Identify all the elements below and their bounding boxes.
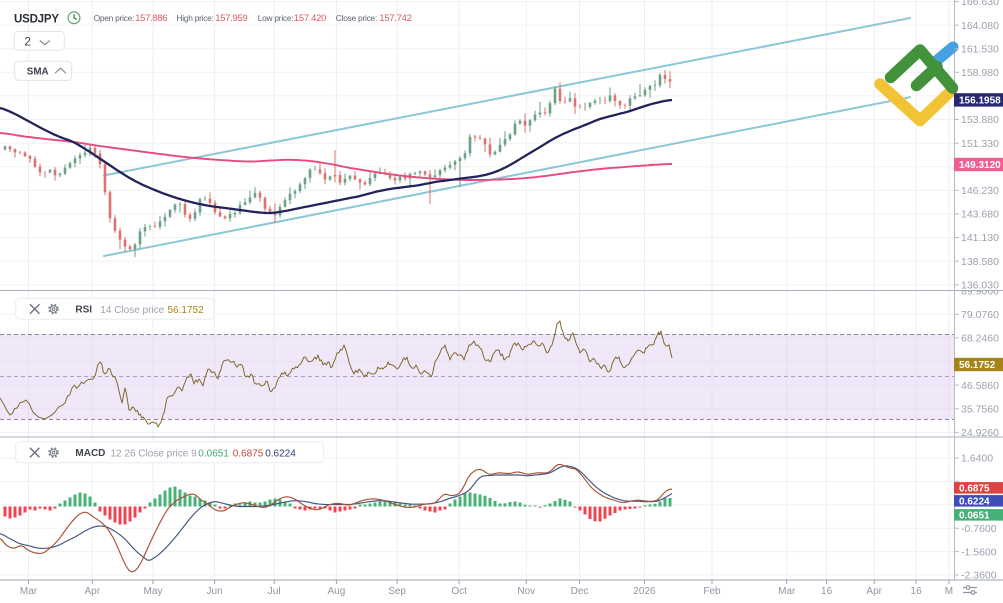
svg-text:Feb: Feb: [703, 586, 721, 597]
svg-text:16: 16: [821, 586, 833, 597]
svg-text:Sep: Sep: [388, 586, 406, 597]
svg-text:157.742: 157.742: [379, 12, 411, 23]
svg-text:Aug: Aug: [328, 586, 346, 597]
svg-text:High price:: High price:: [176, 13, 213, 23]
svg-text:79.0760: 79.0760: [961, 309, 999, 321]
svg-text:Mar: Mar: [20, 586, 38, 597]
svg-text:-2.3600: -2.3600: [961, 570, 997, 582]
svg-text:Nov: Nov: [517, 586, 535, 597]
svg-text:157.886: 157.886: [135, 12, 167, 23]
svg-text:RSI: RSI: [75, 305, 92, 316]
svg-text:Close price:: Close price:: [336, 13, 377, 23]
svg-text:Jun: Jun: [207, 586, 223, 597]
svg-text:2: 2: [24, 34, 31, 48]
svg-text:143.680: 143.680: [961, 209, 999, 221]
svg-text:-0.7600: -0.7600: [961, 523, 997, 535]
svg-text:Low price:: Low price:: [258, 13, 294, 23]
svg-text:46.5860: 46.5860: [961, 380, 999, 392]
svg-text:Mar: Mar: [778, 586, 796, 597]
svg-text:164.080: 164.080: [961, 20, 999, 32]
svg-text:14 Close price: 14 Close price: [100, 305, 164, 316]
svg-text:149.3120: 149.3120: [959, 160, 1001, 171]
svg-text:2026: 2026: [633, 586, 656, 597]
svg-text:138.580: 138.580: [961, 256, 999, 268]
svg-text:-1.5600: -1.5600: [961, 546, 997, 558]
svg-text:141.130: 141.130: [961, 232, 999, 244]
svg-text:89.9060: 89.9060: [961, 285, 999, 297]
svg-text:166.630: 166.630: [961, 0, 999, 8]
svg-text:35.7560: 35.7560: [961, 403, 999, 415]
svg-text:Oct: Oct: [451, 586, 467, 597]
svg-text:153.880: 153.880: [961, 114, 999, 126]
svg-text:0.6875: 0.6875: [233, 448, 264, 459]
svg-text:157.420: 157.420: [294, 12, 326, 23]
svg-text:136.030: 136.030: [961, 279, 999, 291]
svg-text:0.0651: 0.0651: [959, 511, 990, 522]
svg-text:156.1958: 156.1958: [959, 96, 1001, 107]
svg-text:151.330: 151.330: [961, 138, 999, 150]
svg-text:USDJPY: USDJPY: [14, 13, 59, 25]
svg-text:SMA: SMA: [27, 67, 49, 78]
svg-text:12 26 Close price 9: 12 26 Close price 9: [111, 448, 198, 459]
svg-text:16: 16: [911, 586, 923, 597]
svg-text:Jul: Jul: [268, 586, 281, 597]
svg-text:0.6224: 0.6224: [959, 497, 990, 508]
svg-text:157.959: 157.959: [215, 12, 247, 23]
svg-text:Apr: Apr: [85, 586, 101, 597]
svg-text:Dec: Dec: [571, 586, 589, 597]
svg-text:Open price:: Open price:: [94, 13, 135, 23]
svg-text:56.1752: 56.1752: [959, 360, 996, 371]
svg-text:1.6400: 1.6400: [961, 453, 993, 465]
svg-text:161.530: 161.530: [961, 43, 999, 55]
svg-text:May: May: [144, 586, 163, 597]
svg-text:0.0651: 0.0651: [198, 448, 229, 459]
svg-text:56.1752: 56.1752: [168, 305, 205, 316]
svg-text:24.9260: 24.9260: [961, 427, 999, 439]
svg-text:68.2460: 68.2460: [961, 333, 999, 345]
svg-text:M: M: [945, 586, 953, 597]
svg-text:146.230: 146.230: [961, 185, 999, 197]
svg-text:0.6224: 0.6224: [265, 448, 296, 459]
svg-text:0.6875: 0.6875: [959, 484, 990, 495]
svg-text:MACD: MACD: [75, 448, 105, 459]
svg-text:158.980: 158.980: [961, 67, 999, 79]
svg-text:Apr: Apr: [866, 586, 882, 597]
